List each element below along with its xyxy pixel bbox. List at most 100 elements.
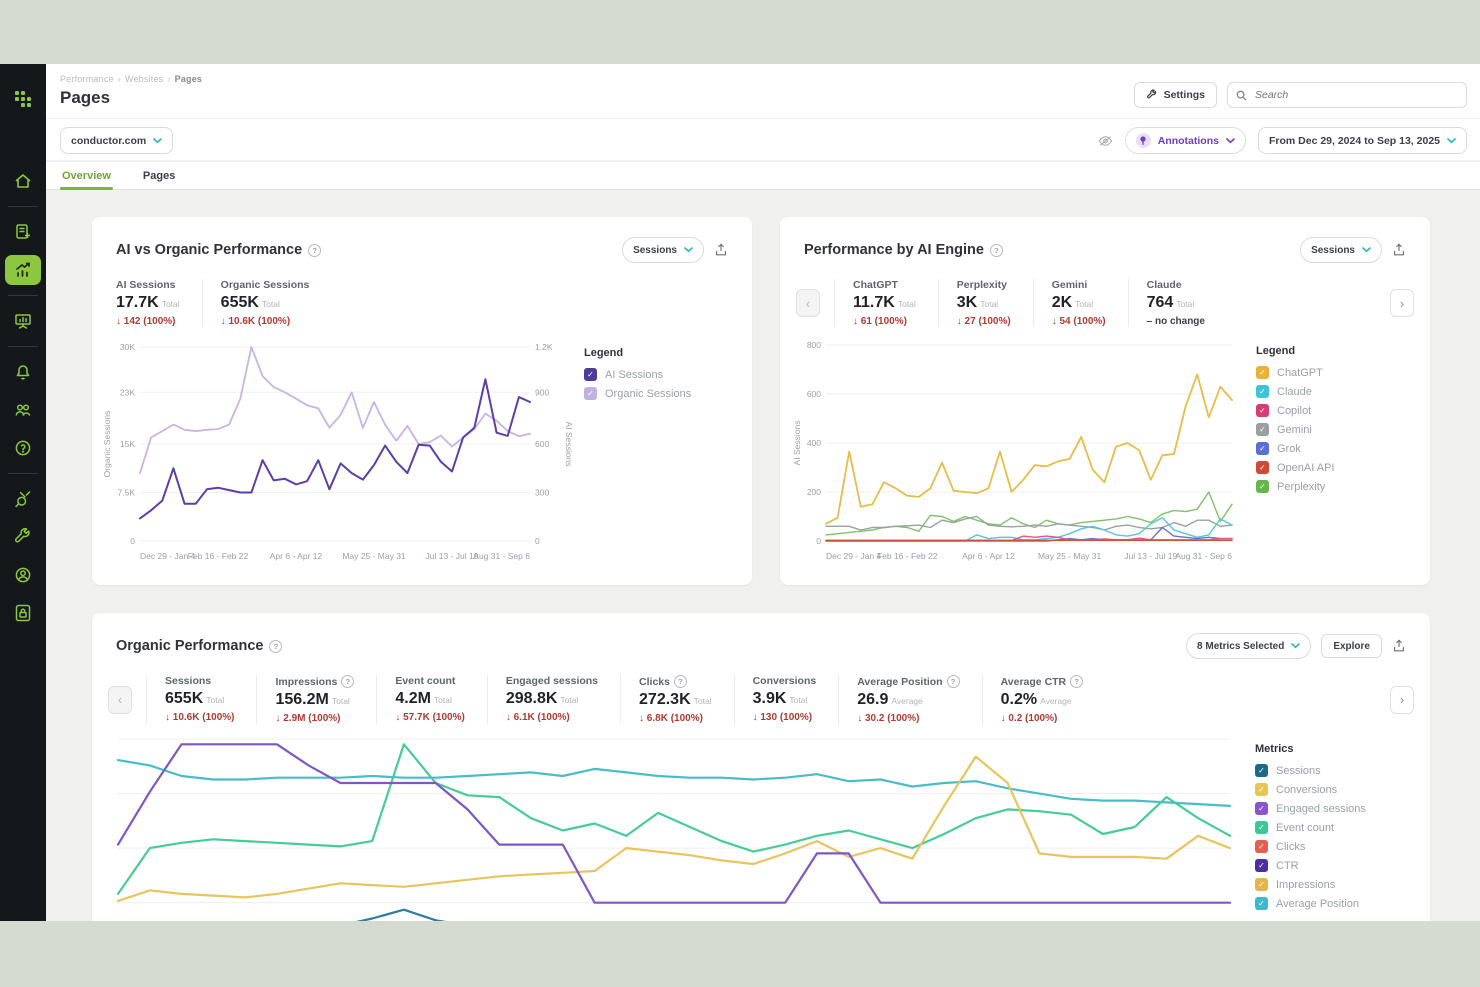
card-title: Organic Performance	[116, 638, 264, 654]
breadcrumb-performance[interactable]: Performance	[60, 74, 114, 84]
checkbox[interactable]	[1256, 423, 1269, 436]
integrations-plug-icon[interactable]	[5, 484, 41, 514]
date-range-selector[interactable]: From Dec 29, 2024 to Sep 13, 2025	[1257, 127, 1467, 154]
checkbox[interactable]	[1256, 404, 1269, 417]
legend-item-event-count[interactable]: Event count	[1255, 821, 1415, 834]
checkbox[interactable]	[584, 387, 597, 400]
search-input[interactable]	[1253, 88, 1458, 102]
legend-item-gemini[interactable]: Gemini	[1256, 423, 1416, 436]
settings-button[interactable]: Settings	[1133, 82, 1217, 108]
change-badge: ↓ 10.6K (100%)	[220, 316, 291, 327]
checkbox[interactable]	[1255, 802, 1268, 815]
metric-selector[interactable]: Sessions	[1300, 237, 1382, 263]
checkbox[interactable]	[1255, 764, 1268, 777]
legend-item-ctr[interactable]: CTR	[1255, 859, 1415, 872]
site-selector[interactable]: conductor.com	[60, 127, 174, 154]
legend-item-clicks[interactable]: Clicks	[1255, 840, 1415, 853]
sidebar-divider	[8, 295, 38, 296]
metric-selector[interactable]: Sessions	[622, 237, 704, 263]
help-icon[interactable]	[989, 243, 1003, 257]
checkbox[interactable]	[1256, 366, 1269, 379]
svg-text:900: 900	[535, 387, 549, 397]
legend-item-sessions[interactable]: Sessions	[1255, 764, 1415, 777]
help-icon[interactable]	[269, 639, 283, 653]
legend-item-organic-sessions[interactable]: Organic Sessions	[584, 387, 744, 400]
export-icon[interactable]	[1392, 639, 1406, 653]
app-window: Performance › Websites › Pages Pages Setting…	[0, 64, 1480, 921]
help-icon[interactable]	[1070, 675, 1084, 688]
home-icon[interactable]	[5, 166, 41, 196]
settings-label: Settings	[1163, 89, 1205, 101]
checkbox[interactable]	[1255, 897, 1268, 910]
sidebar-divider	[8, 473, 38, 474]
stat-engaged-sessions: Engaged sessions 298.8K Total ↓ 6.1K (100…	[486, 675, 620, 724]
breadcrumb-separator: ›	[117, 74, 121, 84]
legend-item-openai-api[interactable]: OpenAI API	[1256, 461, 1416, 474]
breadcrumb[interactable]: Performance › Websites › Pages	[60, 74, 1466, 84]
sidebar-divider	[8, 206, 38, 207]
legend-item-impressions[interactable]: Impressions	[1255, 878, 1415, 891]
metric-selector-value: Sessions	[633, 244, 677, 256]
legend-item-chatgpt[interactable]: ChatGPT	[1256, 366, 1416, 379]
card-ai-vs-organic: AI vs Organic Performance Sessions	[92, 217, 752, 585]
search-icon	[1236, 90, 1247, 101]
account-avatar-icon[interactable]	[5, 560, 41, 590]
admin-wrench-icon[interactable]	[5, 522, 41, 552]
help-question-icon[interactable]	[5, 433, 41, 463]
checkbox[interactable]	[1256, 461, 1269, 474]
svg-text:Feb 16 - Feb 22: Feb 16 - Feb 22	[188, 551, 249, 561]
organic-performance-chart	[116, 738, 1232, 921]
team-people-icon[interactable]	[5, 395, 41, 425]
legend-item-perplexity[interactable]: Perplexity	[1256, 480, 1416, 493]
stats-prev-button[interactable]: ‹	[796, 289, 820, 317]
help-icon[interactable]	[946, 675, 960, 688]
chevron-down-icon	[1447, 137, 1456, 143]
checkbox[interactable]	[584, 368, 597, 381]
presentation-board-icon[interactable]	[5, 306, 41, 336]
metrics-selected-dropdown[interactable]: 8 Metrics Selected	[1186, 633, 1312, 659]
checkbox[interactable]	[1255, 859, 1268, 872]
help-icon[interactable]	[341, 675, 355, 688]
report-plus-icon[interactable]	[5, 217, 41, 247]
svg-text:AI Sessions: AI Sessions	[792, 421, 802, 466]
stats-next-button[interactable]: ›	[1390, 289, 1414, 317]
checkbox[interactable]	[1256, 480, 1269, 493]
legend-item-average-position[interactable]: Average Position	[1255, 897, 1415, 910]
export-icon[interactable]	[1392, 243, 1406, 257]
legend-item-grok[interactable]: Grok	[1256, 442, 1416, 455]
stats-next-button[interactable]: ›	[1390, 685, 1414, 714]
stat-organic-sessions: Organic Sessions 655K Total ↓ 10.6K (100%…	[201, 279, 332, 327]
eye-slash-icon[interactable]	[1098, 135, 1113, 147]
explore-button[interactable]: Explore	[1321, 634, 1382, 658]
legend-item-claude[interactable]: Claude	[1256, 385, 1416, 398]
svg-text:600: 600	[535, 439, 549, 449]
annotations-dropdown[interactable]: Annotations	[1124, 127, 1246, 154]
breadcrumb-websites[interactable]: Websites	[124, 74, 164, 84]
performance-chart-icon[interactable]	[5, 255, 41, 285]
svg-text:AI Sessions: AI Sessions	[564, 422, 572, 467]
legend-item-engaged-sessions[interactable]: Engaged sessions	[1255, 802, 1415, 815]
legend-item-ai-sessions[interactable]: AI Sessions	[584, 368, 744, 381]
change-badge: ↓ 27 (100%)	[956, 316, 1011, 327]
svg-text:Dec 29 - Jan 4: Dec 29 - Jan 4	[140, 551, 196, 561]
checkbox[interactable]	[1255, 840, 1268, 853]
conductor-logo-icon[interactable]	[5, 84, 41, 114]
chart-legend: Legend AI Sessions Organic Sessions	[584, 347, 744, 406]
help-icon[interactable]	[673, 675, 687, 688]
help-icon[interactable]	[308, 243, 322, 257]
svg-text:200: 200	[807, 487, 821, 497]
checkbox[interactable]	[1255, 821, 1268, 834]
tab-overview[interactable]: Overview	[60, 162, 113, 190]
legend-item-copilot[interactable]: Copilot	[1256, 404, 1416, 417]
checkbox[interactable]	[1255, 783, 1268, 796]
header-actions: Settings	[1133, 82, 1467, 108]
checkbox[interactable]	[1256, 442, 1269, 455]
checkbox[interactable]	[1256, 385, 1269, 398]
export-icon[interactable]	[714, 243, 728, 257]
tab-pages[interactable]: Pages	[142, 170, 176, 182]
notifications-bell-icon[interactable]	[5, 357, 41, 387]
legend-item-conversions[interactable]: Conversions	[1255, 783, 1415, 796]
checkbox[interactable]	[1255, 878, 1268, 891]
security-lock-icon[interactable]	[5, 598, 41, 628]
stats-prev-button[interactable]: ‹	[108, 685, 132, 714]
